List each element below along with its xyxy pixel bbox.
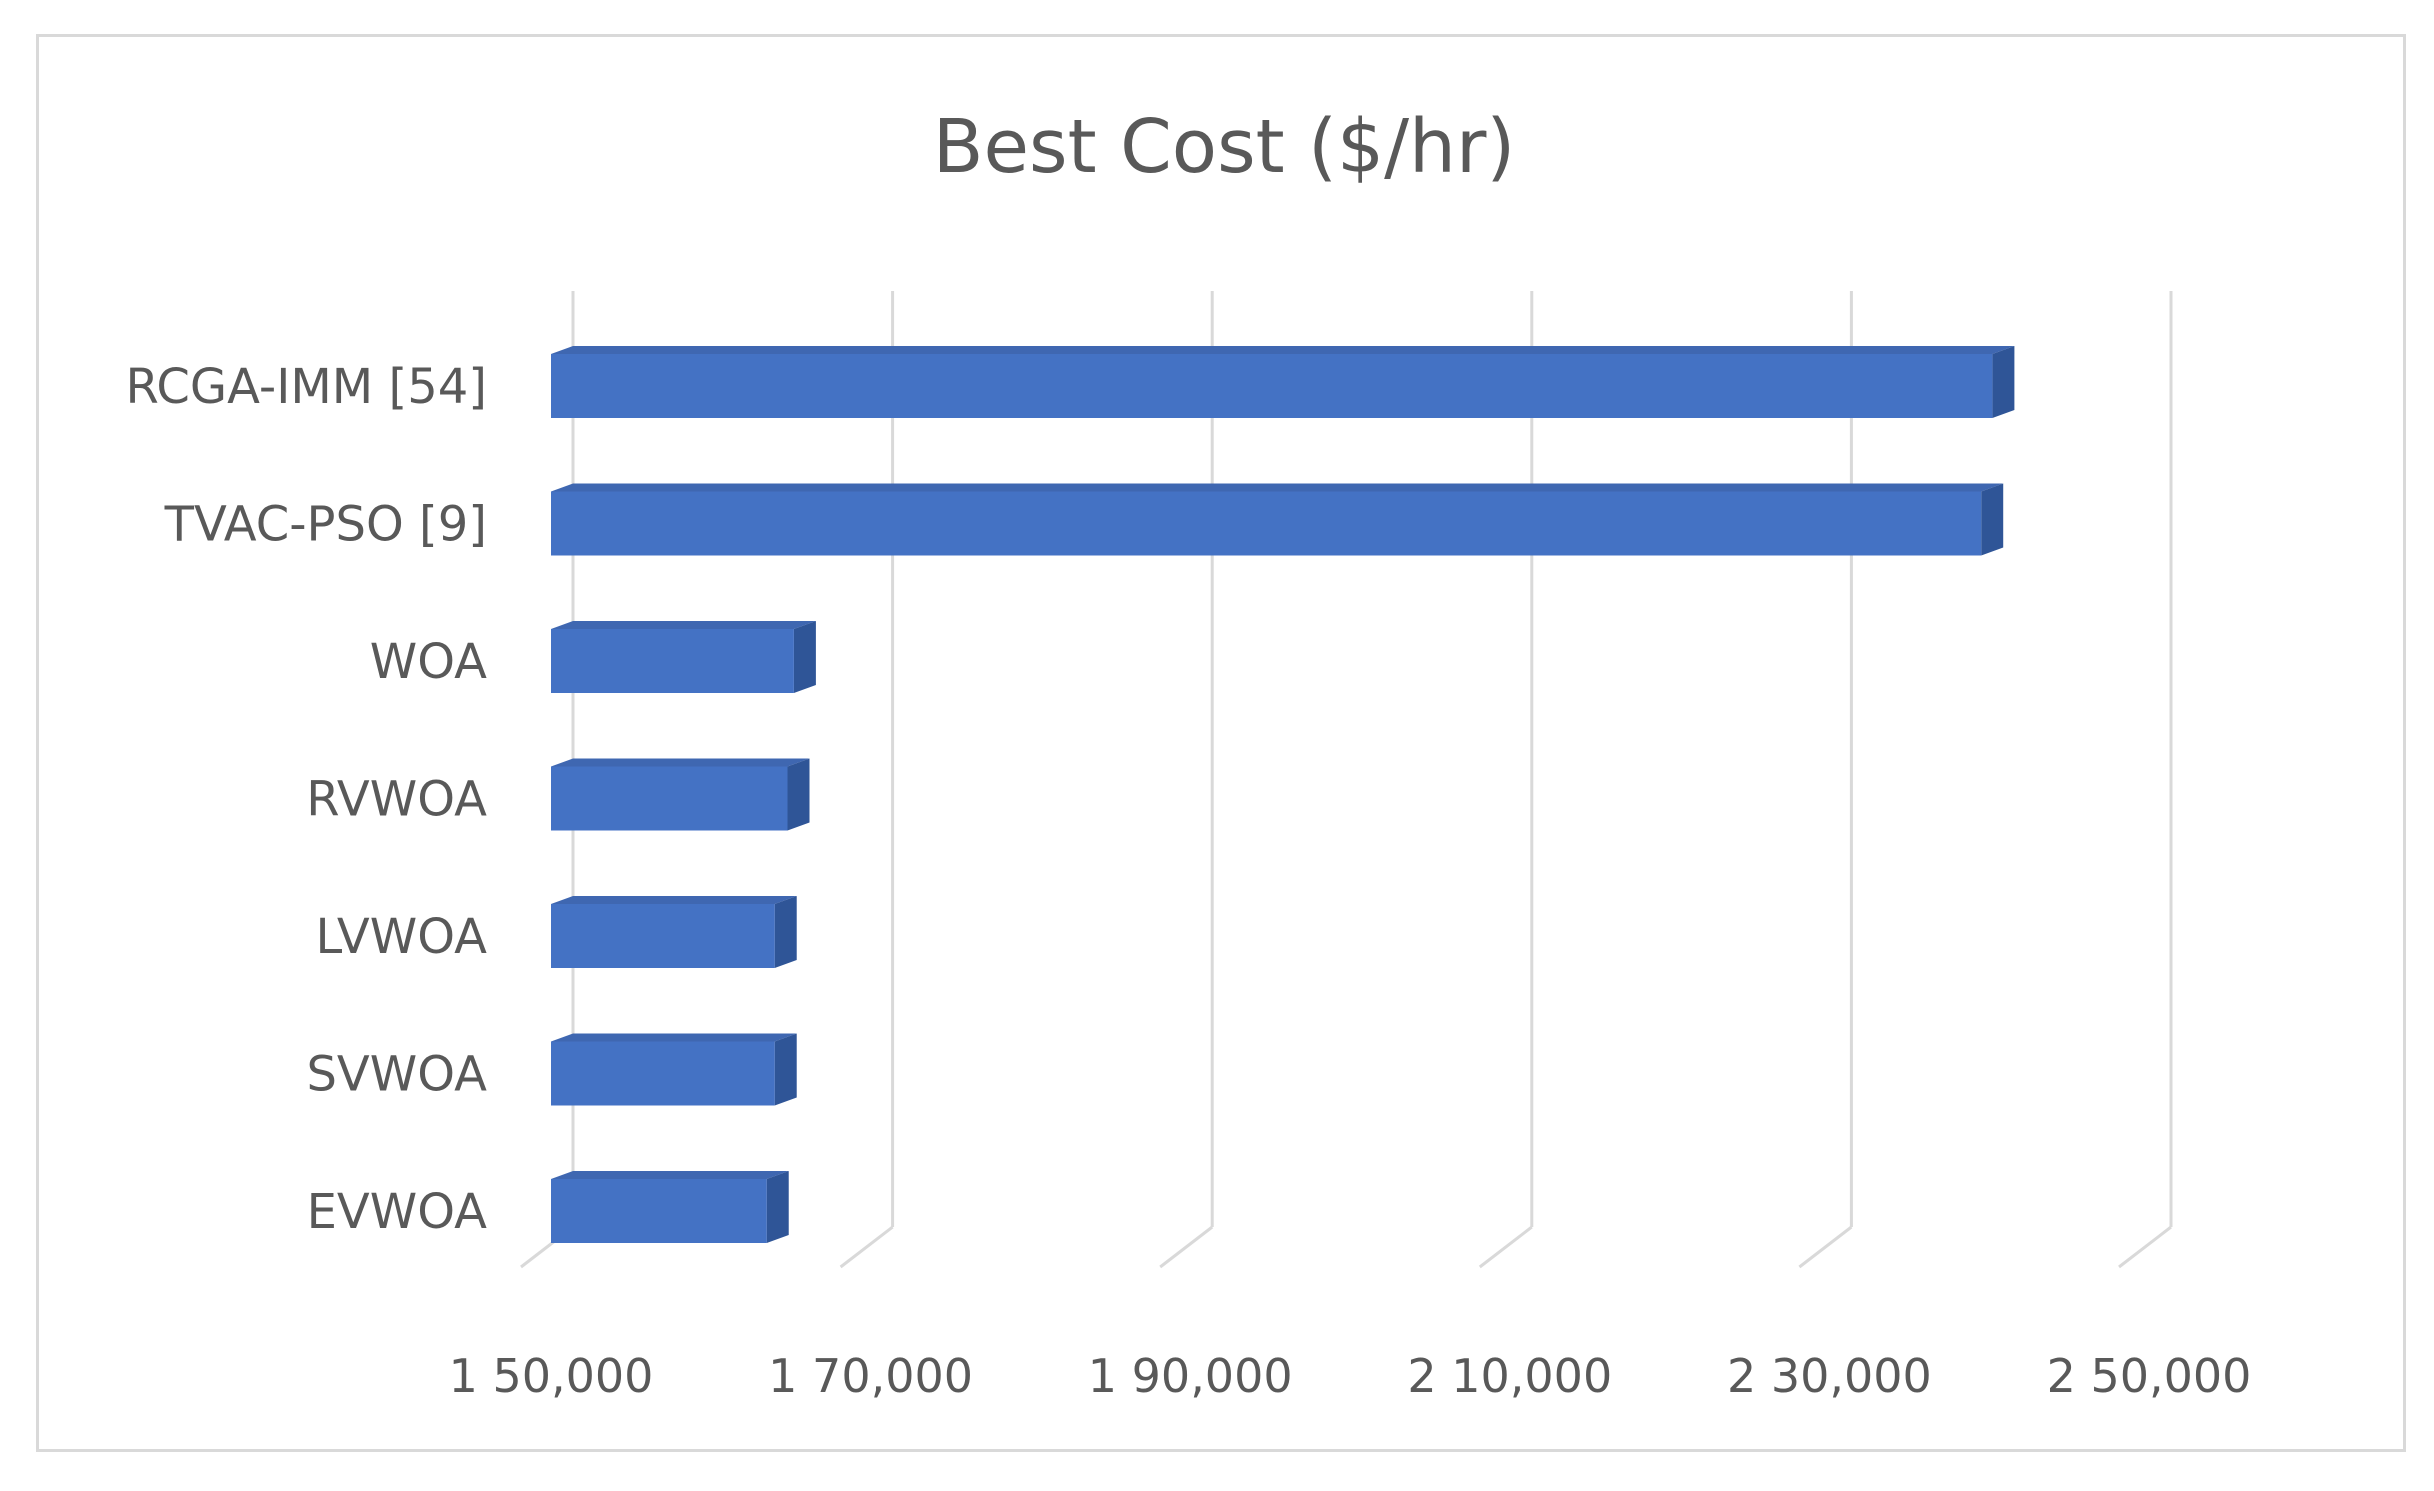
x-tick-label: 1 70,000	[768, 1349, 973, 1403]
bar-chart: Best Cost ($/hr) RCGA-IMM [54] TVAC-PSO […	[125, 104, 2252, 1403]
bar	[551, 1171, 789, 1243]
x-tick-label: 1 50,000	[449, 1349, 654, 1403]
bar-top-face	[551, 896, 797, 904]
bar-side-face	[1981, 483, 2004, 556]
category-labels: RCGA-IMM [54] TVAC-PSO [9] WOA RVWOA LVWOA SV…	[125, 359, 487, 1240]
chart-title: Best Cost ($/hr)	[933, 104, 1516, 190]
category-label: RCGA-IMM [54]	[125, 359, 487, 415]
x-tick-label: 2 30,000	[1727, 1349, 1932, 1403]
bar-side-face	[774, 1033, 797, 1106]
bar-side-face	[793, 621, 816, 693]
bar-top-face	[551, 621, 816, 629]
x-axis-tick-labels: 1 50,000 1 70,000 1 90,000 2 10,000 2 30,000…	[449, 1349, 2252, 1403]
bar-top-face	[551, 758, 810, 767]
category-label: EVWOA	[307, 1184, 488, 1240]
x-tick-label: 2 50,000	[2047, 1349, 2252, 1403]
bar-top-face	[551, 1033, 797, 1042]
floor-gridline	[2118, 1225, 2172, 1269]
bar-side-face	[1992, 346, 2015, 418]
bar-front-face	[551, 1179, 767, 1243]
bar-top-face	[551, 346, 2015, 354]
chart-frame: Best Cost ($/hr) RCGA-IMM [54] TVAC-PSO […	[36, 34, 2406, 1452]
category-label: TVAC-PSO [9]	[164, 497, 487, 553]
bar-front-face	[551, 629, 794, 693]
bar-top-face	[551, 483, 2004, 492]
category-label: SVWOA	[306, 1047, 487, 1103]
bar-front-face	[551, 491, 1982, 556]
floor-gridline	[1159, 1225, 1214, 1269]
bar-front-face	[551, 766, 788, 831]
bar-front-face	[551, 904, 775, 968]
gridlines	[520, 291, 2173, 1269]
bars	[551, 346, 2015, 1243]
bar	[551, 1033, 797, 1106]
bar	[551, 621, 816, 693]
bar-side-face	[774, 896, 797, 968]
bar	[551, 346, 2015, 418]
category-label: LVWOA	[315, 909, 487, 965]
bar-side-face	[787, 758, 810, 831]
x-tick-label: 2 10,000	[1407, 1349, 1612, 1403]
bar	[551, 896, 797, 968]
floor-gridline	[1798, 1225, 1853, 1269]
x-tick-label: 1 90,000	[1088, 1349, 1293, 1403]
floor-gridline	[1478, 1225, 1533, 1269]
bar-side-face	[766, 1171, 789, 1243]
floor-gridline	[839, 1225, 894, 1269]
bar-front-face	[551, 354, 1993, 418]
category-label: WOA	[370, 634, 487, 690]
bar	[551, 758, 810, 831]
category-label: RVWOA	[306, 772, 487, 828]
bar-top-face	[551, 1171, 789, 1179]
bar	[551, 483, 2004, 556]
bar-front-face	[551, 1041, 775, 1106]
